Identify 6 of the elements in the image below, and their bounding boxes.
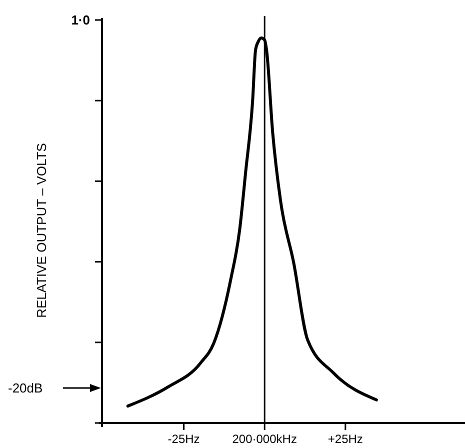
x-tick-label: +25Hz [328,432,363,446]
x-tick-label: -25Hz [168,432,200,446]
y-axis-title: RELATIVE OUTPUT – VOLTS [34,142,49,318]
text: -20dB [8,380,43,396]
text: 1·0 [71,12,90,28]
x-tick-label: 200·000kHz [232,432,297,446]
